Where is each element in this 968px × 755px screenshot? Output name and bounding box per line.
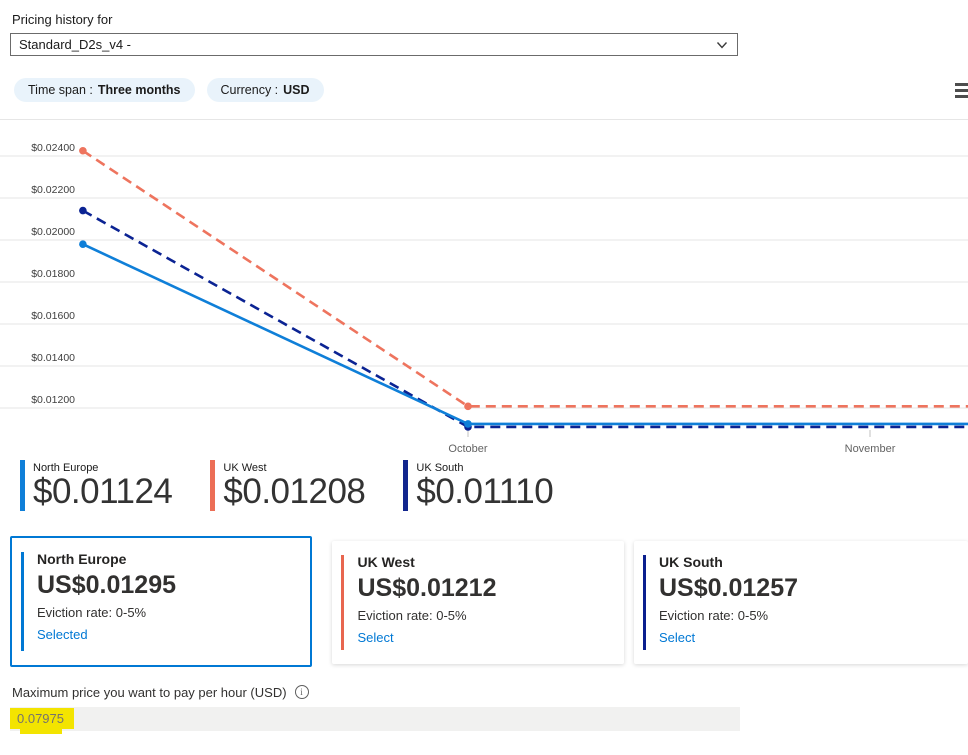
card-price: US$0.01212 (357, 573, 497, 602)
max-price-value-highlight: 0.07975 (10, 708, 74, 735)
legend-color-bar (403, 460, 409, 511)
region-card-north-europe[interactable]: North Europe US$0.01295 Eviction rate: 0… (10, 535, 313, 667)
legend-region-name: UK South (416, 462, 464, 474)
svg-text:$0.02200: $0.02200 (31, 184, 75, 196)
card-select-link[interactable]: Select (357, 629, 394, 645)
max-price-label: Maximum price you want to pay per hour (… (12, 684, 287, 700)
chevron-down-icon (715, 38, 729, 52)
time-span-pill-value: Three months (97, 83, 181, 97)
region-card-uk-west[interactable]: UK West US$0.01212 Eviction rate: 0-5% S… (332, 540, 624, 664)
svg-text:November: November (845, 443, 896, 455)
legend-region-price: $0.01124 (33, 472, 173, 511)
region-card-uk-south[interactable]: UK South US$0.01257 Eviction rate: 0-5% … (634, 540, 968, 664)
filter-pills-row: Time span : Three months Currency : USD (14, 78, 968, 102)
svg-text:$0.02000: $0.02000 (31, 226, 75, 238)
time-span-pill[interactable]: Time span : Three months (14, 78, 195, 102)
chart-menu-icon[interactable] (955, 80, 968, 101)
legend-item-uk-south: UK South $0.01110 (403, 460, 554, 511)
currency-pill[interactable]: Currency : USD (206, 78, 324, 102)
currency-pill-label: Currency : (220, 83, 279, 97)
card-eviction-rate: Eviction rate: 0-5% (357, 607, 467, 623)
card-region-name: UK West (357, 553, 415, 570)
currency-pill-value: USD (283, 83, 310, 97)
vm-size-dropdown[interactable]: Standard_D2s_v4 - (10, 33, 738, 56)
svg-text:$0.02400: $0.02400 (31, 142, 75, 154)
price-history-chart[interactable]: $0.02400 $0.02200 $0.02000 $0.01800 $0.01600… (0, 120, 968, 458)
svg-text:$0.01200: $0.01200 (31, 394, 75, 406)
legend-color-bar (210, 460, 216, 511)
card-eviction-rate: Eviction rate: 0-5% (37, 604, 147, 620)
legend-region-name: UK West (223, 462, 267, 474)
card-eviction-rate: Eviction rate: 0-5% (659, 607, 769, 623)
legend-region-name: North Europe (33, 462, 99, 474)
card-select-link[interactable]: Select (659, 629, 696, 645)
chart-legend: North Europe $0.01124 UK West $0.01208 U… (20, 460, 968, 511)
svg-text:$0.01400: $0.01400 (31, 352, 75, 364)
price-history-chart-block: $0.02400 $0.02200 $0.02000 $0.01800 $0.01600… (0, 119, 968, 458)
card-selected-link[interactable]: Selected (37, 626, 88, 642)
legend-region-price: $0.01208 (223, 472, 366, 511)
card-price: US$0.01295 (37, 570, 177, 599)
time-span-pill-label: Time span : (28, 83, 93, 97)
card-price: US$0.01257 (659, 573, 799, 602)
svg-text:October: October (448, 443, 487, 455)
max-price-label-row: Maximum price you want to pay per hour (… (12, 685, 968, 700)
card-accent-bar (341, 554, 345, 650)
legend-color-bar (20, 460, 25, 511)
svg-text:$0.01600: $0.01600 (31, 310, 75, 322)
max-price-input[interactable]: 0.07975 (10, 706, 740, 735)
legend-region-price: $0.01110 (416, 472, 554, 511)
legend-item-north-europe: North Europe $0.01124 (20, 460, 173, 511)
card-region-name: North Europe (37, 550, 127, 567)
svg-text:$0.01800: $0.01800 (31, 268, 75, 280)
legend-item-uk-west: UK West $0.01208 (210, 460, 366, 511)
card-accent-bar (21, 551, 24, 651)
pricing-history-label: Pricing history for (12, 12, 113, 27)
info-icon[interactable]: i (294, 685, 309, 700)
card-region-name: UK South (659, 553, 723, 570)
vm-size-dropdown-value: Standard_D2s_v4 - (19, 37, 132, 52)
region-cards-row: North Europe US$0.01295 Eviction rate: 0… (10, 535, 968, 667)
card-accent-bar (643, 554, 646, 650)
